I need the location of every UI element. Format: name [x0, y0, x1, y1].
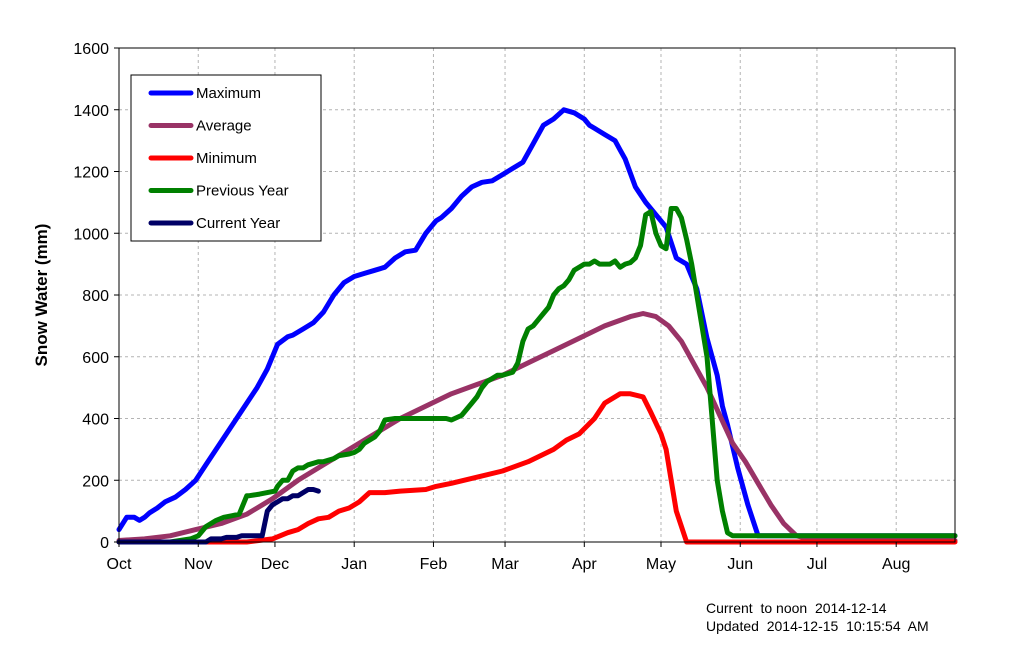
legend-label-minimum: Minimum: [196, 150, 257, 167]
y-tick-label: 200: [82, 473, 109, 490]
x-tick-label: May: [646, 556, 676, 573]
footer-current-to: Current to noon 2014-12-14: [706, 600, 887, 616]
y-tick-label: 600: [82, 350, 109, 367]
legend: Maximum Average Minimum Previous Year Curren…: [130, 74, 322, 242]
x-tick-label: Dec: [261, 556, 289, 573]
x-tick-label: Feb: [420, 556, 448, 573]
legend-label-average: Average: [196, 118, 252, 135]
x-tick-label: Apr: [572, 556, 598, 573]
x-tick-label: Oct: [107, 556, 132, 573]
x-tick-label: Jun: [727, 556, 753, 573]
x-tick-label: Jul: [807, 556, 827, 573]
y-tick-label: 0: [100, 535, 109, 552]
y-tick-label: 1200: [73, 165, 109, 182]
series-line-previous-year: [116, 206, 958, 545]
y-tick-label: 800: [82, 288, 109, 305]
y-tick-label: 1400: [73, 103, 109, 120]
x-tick-label: Mar: [491, 556, 519, 573]
legend-label-current-year: Current Year: [196, 215, 280, 232]
series-line-minimum: [116, 391, 958, 545]
ticks-layer: 0 200 400 600 800 1000 1200 1400 1600 Oct Nov Dec Ja…: [73, 41, 910, 573]
series-layer: [116, 107, 958, 545]
x-tick-label: Jan: [341, 556, 367, 573]
y-tick-label: 1000: [73, 226, 109, 243]
legend-label-previous-year: Previous Year: [196, 183, 289, 200]
y-tick-label: 400: [82, 412, 109, 429]
x-tick-label: Aug: [882, 556, 910, 573]
legend-label-maximum: Maximum: [196, 85, 261, 102]
y-tick-label: 1600: [73, 41, 109, 58]
y-axis-label: Snow Water (mm): [32, 224, 51, 367]
series-line-average: [116, 311, 958, 543]
footer-updated: Updated 2014-12-15 10:15:54 AM: [706, 618, 929, 634]
x-tick-label: Nov: [184, 556, 212, 573]
